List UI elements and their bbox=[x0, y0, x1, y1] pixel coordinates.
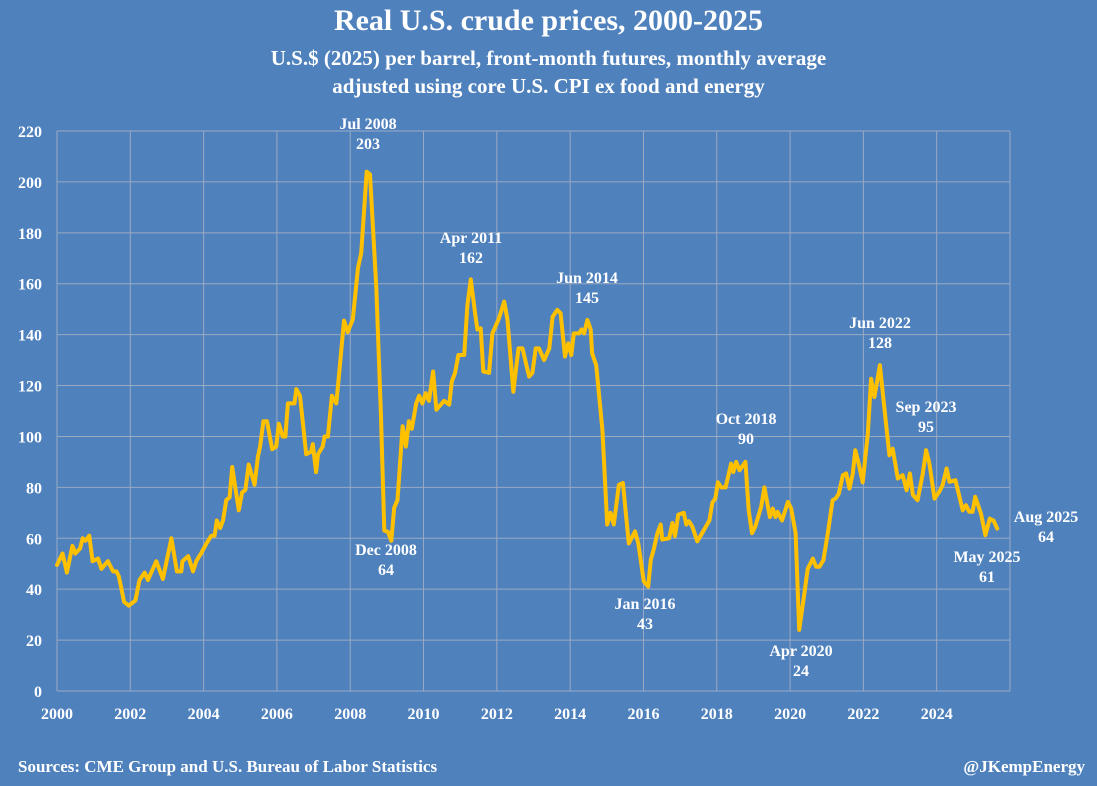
annotation-trough-2008: Dec 2008 64 bbox=[355, 541, 417, 581]
y-tick-label: 40 bbox=[26, 582, 42, 599]
x-tick-label: 2000 bbox=[41, 706, 73, 723]
y-tick-label: 20 bbox=[26, 633, 42, 650]
annotation-value: 61 bbox=[978, 569, 995, 586]
annotation-value: 64 bbox=[1037, 529, 1054, 546]
annotation-label: Apr 2020 bbox=[769, 643, 833, 660]
y-tick-label: 80 bbox=[26, 480, 42, 497]
annotation-value: 162 bbox=[458, 250, 483, 267]
x-tick-label: 2022 bbox=[847, 706, 879, 723]
source-note: Sources: CME Group and U.S. Bureau of La… bbox=[18, 757, 438, 776]
y-tick-label: 200 bbox=[18, 175, 42, 192]
x-tick-label: 2024 bbox=[921, 706, 953, 723]
y-tick-label: 120 bbox=[18, 379, 42, 396]
x-tick-label: 2018 bbox=[701, 706, 733, 723]
annotation-label: Jan 2016 bbox=[614, 596, 676, 613]
annotation-label: Oct 2018 bbox=[715, 411, 777, 428]
annotation-peak-2014: Jun 2014 145 bbox=[556, 269, 618, 309]
chart-subtitle-2: adjusted using core U.S. CPI ex food and… bbox=[332, 74, 765, 98]
annotation-value: 203 bbox=[356, 136, 380, 153]
y-tick-label: 180 bbox=[18, 226, 42, 243]
annotation-aug-2025: Aug 2025 64 bbox=[1014, 508, 1078, 548]
x-tick-label: 2002 bbox=[114, 706, 146, 723]
gridlines bbox=[56, 130, 1011, 692]
annotation-peak-2008: Jul 2008 203 bbox=[339, 115, 396, 155]
annotation-value: 128 bbox=[867, 335, 892, 352]
x-axis-ticks: 2000 2002 2004 2006 2008 2010 2012 2014 2016 2018… bbox=[41, 706, 953, 723]
x-tick-label: 2012 bbox=[481, 706, 513, 723]
annotation-label: Jun 2014 bbox=[556, 270, 618, 287]
annotation-label: Jun 2022 bbox=[849, 315, 911, 332]
x-tick-label: 2004 bbox=[188, 706, 220, 723]
x-tick-label: 2010 bbox=[408, 706, 440, 723]
x-tick-label: 2016 bbox=[627, 706, 659, 723]
annotation-may-2025: May 2025 61 bbox=[953, 548, 1020, 588]
annotation-label: Aug 2025 bbox=[1013, 509, 1079, 526]
annotation-label: Apr 2011 bbox=[439, 230, 503, 247]
chart-title: Real U.S. crude prices, 2000-2025 bbox=[333, 4, 764, 37]
annotation-peak-2018: Oct 2018 90 bbox=[716, 410, 777, 450]
annotation-label: Sep 2023 bbox=[895, 399, 957, 416]
y-tick-label: 160 bbox=[18, 277, 42, 294]
annotation-trough-2016: Jan 2016 43 bbox=[615, 595, 676, 635]
y-tick-label: 100 bbox=[18, 429, 42, 446]
annotation-value: 145 bbox=[574, 290, 599, 307]
annotation-peak-2023: Sep 2023 95 bbox=[896, 398, 957, 438]
y-tick-label: 140 bbox=[18, 328, 42, 345]
annotation-value: 90 bbox=[738, 431, 754, 448]
annotation-value: 64 bbox=[377, 562, 394, 579]
annotation-label: Jul 2008 bbox=[339, 116, 397, 133]
y-tick-label: 60 bbox=[26, 531, 42, 548]
price-series-line bbox=[55, 169, 1000, 632]
annotation-value: 95 bbox=[918, 419, 934, 436]
author-handle: @JKempEnergy bbox=[963, 757, 1085, 776]
annotation-label: May 2025 bbox=[953, 549, 1021, 566]
y-tick-label: 220 bbox=[18, 124, 42, 141]
x-tick-label: 2020 bbox=[774, 706, 806, 723]
y-tick-label: 0 bbox=[34, 684, 42, 701]
y-axis-ticks: 0 20 40 60 80 100 120 140 160 180 200 220 bbox=[18, 124, 42, 701]
annotation-value: 24 bbox=[792, 663, 809, 680]
annotation-label: Dec 2008 bbox=[355, 542, 417, 559]
annotation-peak-2011: Apr 2011 162 bbox=[440, 229, 502, 269]
x-tick-label: 2008 bbox=[334, 706, 366, 723]
annotation-value: 43 bbox=[637, 616, 653, 633]
x-tick-label: 2006 bbox=[261, 706, 293, 723]
chart-subtitle: U.S.$ (2025) per barrel, front-month fut… bbox=[270, 46, 827, 70]
annotation-peak-2022: Jun 2022 128 bbox=[849, 314, 911, 354]
x-tick-label: 2014 bbox=[554, 706, 586, 723]
annotation-trough-2020: Apr 2020 24 bbox=[769, 642, 832, 682]
